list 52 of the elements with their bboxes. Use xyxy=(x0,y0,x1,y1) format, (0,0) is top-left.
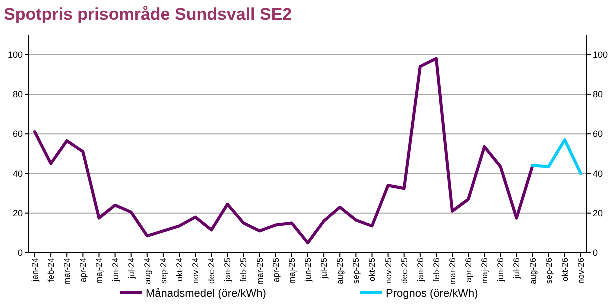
y-tick-label: 60 xyxy=(12,129,23,140)
y-tick-label: 20 xyxy=(12,208,23,219)
x-tick-label: mar-26 xyxy=(448,258,458,285)
x-tick-label: apr-25 xyxy=(270,258,281,283)
x-tick-label: apr-26 xyxy=(464,258,474,283)
y2-tick-label: 60 xyxy=(593,129,604,140)
x-tick-label: aug-26 xyxy=(528,258,538,284)
line-series xyxy=(531,138,582,176)
x-tick-label: dec-25 xyxy=(399,258,410,284)
x-tick-label: maj-24 xyxy=(94,258,104,284)
x-tick-label: sep-24 xyxy=(158,258,168,284)
x-tick-label: nov-25 xyxy=(383,258,394,284)
x-tick-label: jul-26 xyxy=(512,258,522,280)
x-tick-label: nov-26 xyxy=(576,258,586,284)
y-tick-label: 100 xyxy=(8,50,23,60)
x-tick-label: okt-24 xyxy=(174,258,185,282)
x-tick-label: sep-25 xyxy=(351,258,362,284)
y2-tick-label: 80 xyxy=(593,90,604,100)
x-tick-label: jan-25 xyxy=(222,258,233,283)
x-tick-label: jun-24 xyxy=(110,258,120,283)
x-tick-label: jun-25 xyxy=(302,258,313,283)
x-tick-label: sep-26 xyxy=(544,258,554,284)
y-tick-label: 40 xyxy=(12,168,23,179)
line-series xyxy=(34,57,534,245)
legend-label: Månadsmedel (öre/kWh) xyxy=(146,288,266,300)
y2-tick-label: 40 xyxy=(593,168,604,179)
x-tick-label: dec-24 xyxy=(206,258,217,284)
x-tick-label: mar-24 xyxy=(62,258,72,285)
x-tick-label: jul-25 xyxy=(319,258,330,280)
x-tick-label: okt-26 xyxy=(560,258,570,282)
x-tick-label: feb-24 xyxy=(46,258,56,282)
x-tick-label: maj-26 xyxy=(480,258,490,284)
y-tick-label: 80 xyxy=(12,90,23,100)
x-tick-label: aug-24 xyxy=(142,258,152,284)
x-tick-label: mar-25 xyxy=(254,258,265,285)
y2-tick-label: 0 xyxy=(593,248,598,258)
y-tick-label: 0 xyxy=(18,248,23,258)
x-tick-label: jun-26 xyxy=(496,258,506,283)
x-tick-label: feb-26 xyxy=(431,258,442,282)
x-tick-label: jul-24 xyxy=(126,258,136,280)
legend-label: Prognos (öre/kWh) xyxy=(386,288,478,300)
x-tick-label: feb-25 xyxy=(238,258,249,282)
x-tick-label: nov-24 xyxy=(190,258,201,284)
chart-title: Spotpris prisområde Sundsvall SE2 xyxy=(4,5,292,24)
x-tick-label: jan-26 xyxy=(415,258,426,283)
x-tick-label: aug-25 xyxy=(335,258,346,284)
y2-tick-label: 20 xyxy=(593,208,604,219)
y2-tick-label: 100 xyxy=(593,50,608,60)
x-tick-label: apr-24 xyxy=(78,258,88,283)
x-tick-label: okt-25 xyxy=(367,258,378,282)
x-tick-label: maj-25 xyxy=(286,258,297,284)
x-tick-label: jan-24 xyxy=(30,258,40,283)
